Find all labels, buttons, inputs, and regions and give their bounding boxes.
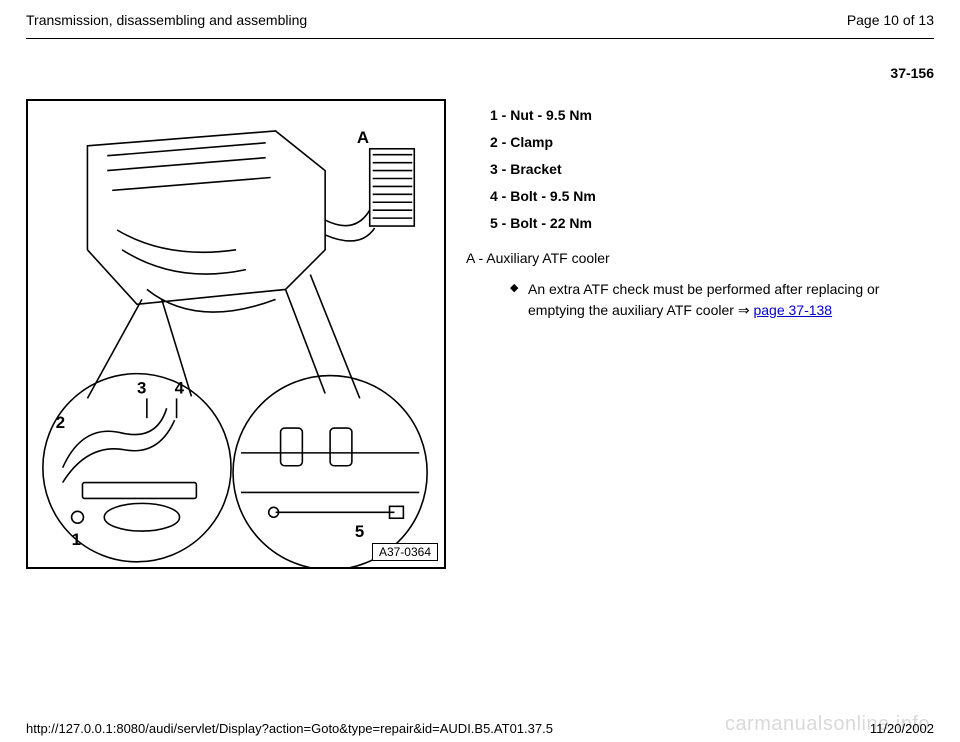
parts-list-item: 5 - Bolt - 22 Nm [490, 213, 934, 234]
page-footer: http://127.0.0.1:8080/audi/servlet/Displ… [26, 721, 934, 736]
header-page-label: Page 10 of 13 [847, 12, 934, 28]
header-rule [26, 38, 934, 39]
parts-list: 1 - Nut - 9.5 Nm 2 - Clamp 3 - Bracket 4… [466, 105, 934, 234]
content-row: A 1 2 3 4 5 A37-0364 1 - Nut - 9.5 Nm 2 … [26, 99, 934, 569]
callout-4: 4 [175, 378, 185, 397]
figure-svg: A 1 2 3 4 5 [28, 101, 444, 567]
parts-list-item: 4 - Bolt - 9.5 Nm [490, 186, 934, 207]
section-number: 37-156 [26, 65, 934, 81]
subsection-letter: A [466, 250, 475, 266]
part-number: 2 [490, 132, 498, 153]
parts-list-item: 1 - Nut - 9.5 Nm [490, 105, 934, 126]
note-item: An extra ATF check must be performed aft… [510, 279, 934, 321]
subsection-label: Auxiliary ATF cooler [486, 250, 609, 266]
part-number: 3 [490, 159, 498, 180]
text-column: 1 - Nut - 9.5 Nm 2 - Clamp 3 - Bracket 4… [466, 99, 934, 569]
part-number: 4 [490, 186, 498, 207]
technical-figure: A 1 2 3 4 5 A37-0364 [26, 99, 446, 569]
parts-list-item: 3 - Bracket [490, 159, 934, 180]
xref-arrow-icon: ⇒ [738, 302, 750, 318]
callout-2: 2 [56, 413, 65, 432]
part-label: Clamp [510, 134, 553, 150]
parts-list-item: 2 - Clamp [490, 132, 934, 153]
part-label: Bolt - 9.5 Nm [510, 188, 596, 204]
part-number: 1 [490, 105, 498, 126]
callout-1: 1 [72, 530, 81, 549]
footer-url: http://127.0.0.1:8080/audi/servlet/Displ… [26, 721, 553, 736]
part-number: 5 [490, 213, 498, 234]
part-label: Nut - 9.5 Nm [510, 107, 592, 123]
note-list: An extra ATF check must be performed aft… [466, 279, 934, 321]
document-page: Transmission, disassembling and assembli… [0, 0, 960, 742]
figure-code: A37-0364 [372, 543, 438, 561]
xref-link[interactable]: page 37-138 [753, 302, 832, 318]
part-label: Bracket [510, 161, 561, 177]
footer-date: 11/20/2002 [870, 721, 934, 736]
subsection-heading: A - Auxiliary ATF cooler [466, 248, 934, 269]
part-label: Bolt - 22 Nm [510, 215, 592, 231]
callout-A: A [357, 128, 369, 147]
callout-3: 3 [137, 378, 146, 397]
header-title: Transmission, disassembling and assembli… [26, 12, 307, 28]
page-header: Transmission, disassembling and assembli… [26, 8, 934, 38]
callout-5: 5 [355, 522, 364, 541]
